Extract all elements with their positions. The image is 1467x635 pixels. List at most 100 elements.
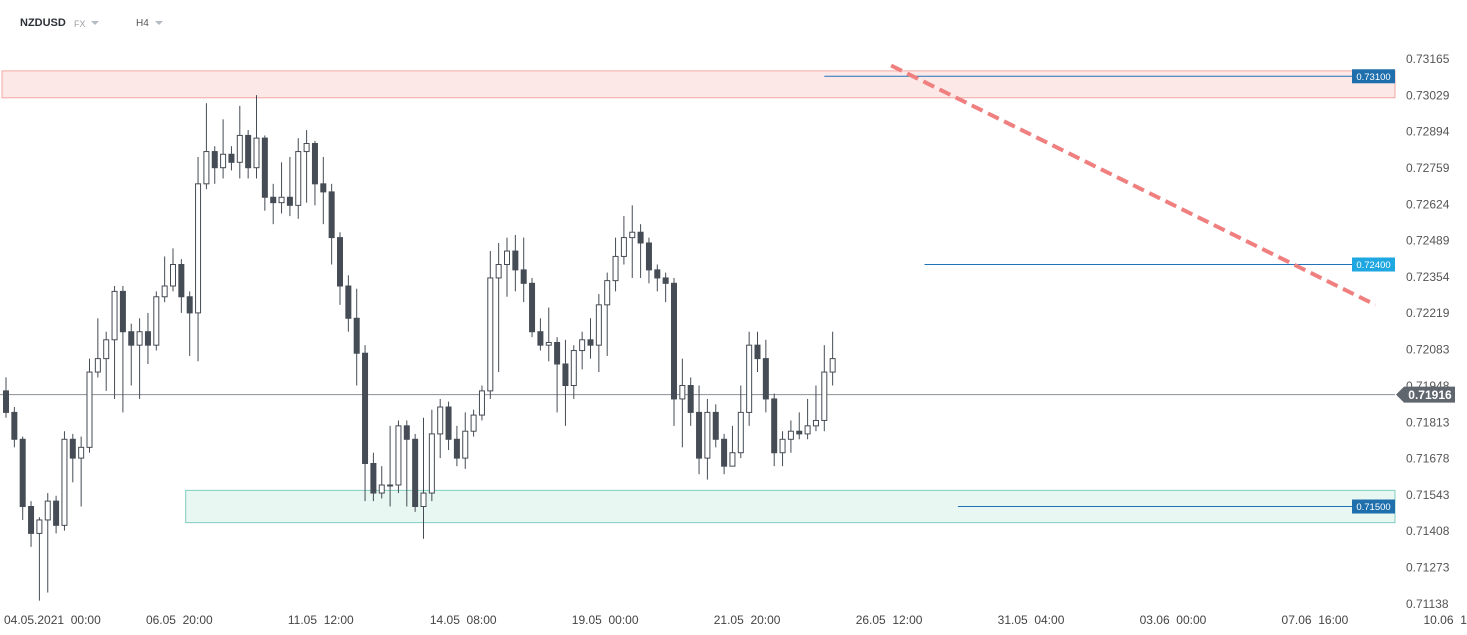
symbol-label[interactable]: NZDUSD	[20, 17, 66, 29]
candle	[286, 156, 293, 217]
candle	[228, 146, 235, 171]
candle	[721, 433, 728, 475]
candle	[796, 412, 803, 440]
candle-body-up	[495, 263, 502, 279]
candle	[645, 237, 652, 284]
candle	[428, 409, 435, 502]
candle-body-down	[721, 438, 728, 467]
candle-body-down	[311, 142, 318, 185]
candle	[704, 398, 711, 480]
candle	[520, 237, 527, 303]
x-tick-label: 26.05 12:00	[856, 613, 923, 627]
candle	[554, 337, 561, 413]
candle-body-up	[203, 151, 210, 185]
trendline[interactable]	[890, 63, 1377, 307]
candle-body-up	[136, 331, 143, 346]
candle	[412, 433, 419, 512]
candle	[779, 431, 786, 467]
candles-layer	[3, 95, 836, 601]
level-tag-1: 0.73100	[1352, 69, 1395, 84]
candle-body-up	[787, 430, 794, 440]
candle	[812, 385, 819, 432]
candle	[345, 275, 352, 332]
level-tag-2: 0.72400	[1352, 257, 1395, 272]
candle-body-down	[537, 331, 544, 346]
candle	[545, 307, 552, 362]
candle-body-down	[754, 344, 761, 360]
candle	[671, 277, 677, 426]
candle-body-up	[153, 296, 160, 346]
candle	[453, 425, 460, 467]
x-tick-label: 11.05 12:00	[288, 613, 354, 627]
candle-body-down	[771, 398, 778, 454]
candle-body-down	[245, 134, 252, 169]
y-tick-label: 0.71543	[1406, 488, 1450, 502]
symbol-dropdown-caret-icon[interactable]	[91, 21, 99, 25]
candle	[637, 224, 644, 278]
candle	[729, 425, 736, 467]
candle	[821, 345, 828, 432]
candle	[44, 493, 51, 593]
candle	[537, 318, 544, 351]
level-tag-label: 0.72400	[1356, 260, 1390, 271]
candle-body-up	[487, 277, 494, 392]
candle	[762, 339, 769, 413]
y-tick-label: 0.71408	[1406, 524, 1450, 538]
candle	[36, 517, 43, 601]
timeframe-selector[interactable]: H4	[136, 18, 149, 29]
candle-body-up	[504, 250, 510, 265]
candle	[604, 272, 611, 356]
candle-body-up	[378, 484, 385, 494]
y-tick-label: 0.72219	[1406, 306, 1450, 320]
y-tick-label: 0.72354	[1406, 270, 1450, 284]
candle-body-down	[687, 385, 694, 413]
candle-body-down	[762, 358, 769, 400]
candle-body-up	[278, 196, 285, 204]
candle	[178, 259, 185, 313]
timeframe-dropdown-caret-icon[interactable]	[155, 21, 163, 25]
candle-body-down	[587, 339, 594, 346]
candle-body-down	[712, 411, 719, 440]
candle-body-up	[103, 339, 110, 360]
candle-body-down	[403, 425, 410, 440]
candle	[353, 288, 360, 386]
x-tick-label: 21.05 20:00	[714, 613, 781, 627]
candle-body-up	[78, 446, 85, 459]
candle-body-up	[170, 263, 176, 287]
candle-body-up	[604, 280, 611, 306]
candle-body-down	[662, 277, 669, 284]
candle-body-up	[395, 425, 402, 486]
candle	[278, 162, 285, 214]
candle	[504, 237, 510, 297]
y-tick-label: 0.73029	[1406, 88, 1450, 102]
candle	[245, 130, 252, 179]
candle-body-down	[228, 153, 235, 163]
candle	[387, 425, 394, 507]
candle	[136, 318, 143, 399]
candle-body-up	[94, 358, 101, 373]
candle-body-down	[520, 269, 527, 284]
candle-body-down	[119, 290, 126, 333]
candle	[737, 385, 744, 459]
candle-body-up	[195, 183, 202, 314]
candle-body-down	[529, 282, 536, 333]
candle-body-down	[328, 191, 335, 239]
y-tick-label: 0.73165	[1406, 52, 1450, 66]
candle-body-down	[270, 196, 277, 204]
candle	[470, 409, 477, 437]
y-tick-label: 0.72083	[1406, 343, 1450, 357]
x-tick-label: 19.05 00:00	[572, 613, 639, 627]
x-tick-label: 31.05 04:00	[998, 613, 1065, 627]
candle-body-down	[211, 151, 218, 169]
candle	[295, 138, 302, 219]
candle	[612, 237, 619, 292]
candle-body-up	[462, 430, 469, 459]
y-tick-label: 0.72489	[1406, 234, 1450, 248]
candle-body-down	[445, 406, 452, 440]
candle-body-up	[86, 371, 93, 448]
candle-body-up	[620, 237, 627, 257]
candle-body-down	[286, 196, 293, 206]
candle-body-down	[637, 231, 644, 244]
candle	[303, 130, 310, 203]
